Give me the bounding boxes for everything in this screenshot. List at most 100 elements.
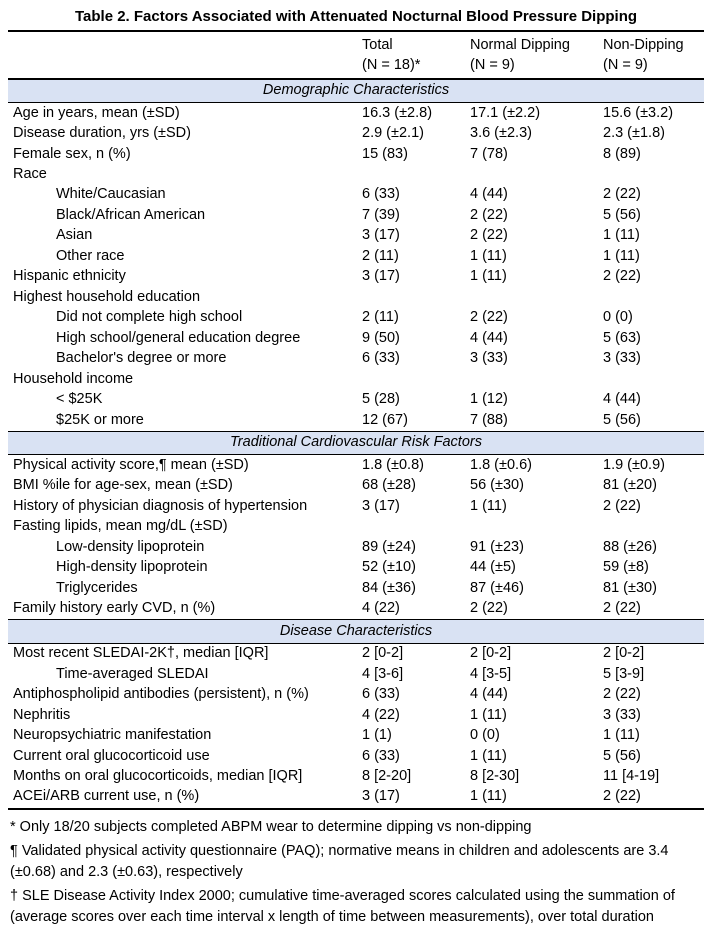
- cell-value: 6 (33): [362, 350, 400, 367]
- cell-value: 2 (22): [603, 268, 641, 285]
- cell-value: 2 (22): [470, 227, 508, 244]
- row-label: Family history early CVD, n (%): [13, 600, 216, 617]
- table-row: Other race 2 (11) 1 (11) 1 (11): [8, 246, 704, 266]
- row-label: High school/general education degree: [56, 329, 301, 346]
- table-header: Total (N = 18)* Normal Dipping (N = 9) N…: [8, 30, 704, 80]
- section-band-row: Disease Characteristics: [8, 619, 704, 644]
- cell-value: 3 (33): [470, 350, 508, 367]
- row-label: Bachelor's degree or more: [56, 350, 227, 367]
- table-row: White/Caucasian 6 (33) 4 (44) 2 (22): [8, 185, 704, 205]
- cell-value: 2 [0-2]: [470, 645, 512, 662]
- cell-value: 5 (28): [362, 391, 400, 408]
- cell-value: [362, 369, 470, 389]
- row-label: Hispanic ethnicity: [13, 268, 126, 285]
- cell-value: [603, 165, 704, 185]
- cell-value: 4 (44): [470, 186, 508, 203]
- cell-value: 3 (33): [603, 706, 641, 723]
- cell-value: 52 (±10): [362, 559, 416, 576]
- table-row: Bachelor's degree or more 6 (33) 3 (33) 3 (…: [8, 349, 704, 369]
- table-row: History of physician diagnosis of hypert…: [8, 496, 704, 516]
- row-label: Black/African American: [56, 206, 206, 223]
- row-label: Most recent SLEDAI-2K†, median [IQR]: [13, 645, 269, 662]
- cell-value: 56 (±30): [470, 477, 524, 494]
- cell-value: 6 (33): [362, 747, 400, 764]
- cell-value: 1.8 (±0.8): [362, 456, 424, 473]
- cell-value: 1 (12): [470, 391, 508, 408]
- cell-value: 3 (17): [362, 497, 400, 514]
- table-row: Triglycerides 84 (±36) 87 (±46) 81 (±30): [8, 578, 704, 598]
- cell-value: 5 (63): [603, 329, 641, 346]
- table-row: Physical activity score,¶ mean (±SD) 1.8 …: [8, 455, 704, 476]
- cell-value: 2 [0-2]: [603, 645, 645, 662]
- cell-value: 3 (17): [362, 268, 400, 285]
- cell-value: 5 (56): [603, 411, 641, 428]
- header-col-total-n: (N = 18)*: [362, 56, 421, 73]
- cell-value: 2.9 (±2.1): [362, 125, 424, 142]
- row-label: Antiphospholipid antibodies (persistent)…: [13, 686, 309, 703]
- table-row: Months on oral glucocorticoids, median […: [8, 767, 704, 787]
- cell-value: 3 (17): [362, 227, 400, 244]
- row-label: Triglycerides: [56, 579, 138, 596]
- cell-value: 7 (88): [470, 411, 508, 428]
- footnote-abpm: * Only 18/20 subjects completed ABPM wea…: [10, 818, 532, 835]
- cell-value: 1 (11): [470, 706, 507, 723]
- cell-value: 17.1 (±2.2): [470, 104, 541, 121]
- cell-value: [470, 369, 603, 389]
- row-label: Time-averaged SLEDAI: [56, 665, 209, 682]
- cell-value: [362, 517, 470, 537]
- table-row: Time-averaged SLEDAI 4 [3-6] 4 [3-5] 5 [3-9…: [8, 664, 704, 684]
- cell-value: [603, 517, 704, 537]
- cell-value: 7 (39): [362, 206, 400, 223]
- row-label: High-density lipoprotein: [56, 559, 208, 576]
- header-col-normal-dipping-n: (N = 9): [470, 56, 515, 73]
- cell-value: 2 (22): [603, 600, 641, 617]
- section-header: Demographic Characteristics: [8, 77, 704, 104]
- table-row: Disease duration, yrs (±SD) 2.9 (±2.1) 3.6…: [8, 124, 704, 144]
- section-header: Disease Characteristics: [8, 619, 704, 644]
- cell-value: 15.6 (±3.2): [603, 104, 674, 121]
- cell-value: [362, 165, 470, 185]
- row-label: Other race: [56, 247, 125, 264]
- row-label: Female sex, n (%): [13, 145, 131, 162]
- table-row: Black/African American 7 (39) 2 (22) 5 (56): [8, 206, 704, 226]
- row-label: Age in years, mean (±SD): [13, 104, 180, 121]
- cell-value: 7 (78): [470, 145, 508, 162]
- cell-value: 12 (67): [362, 411, 408, 428]
- row-label: Household income: [13, 370, 134, 387]
- table-row: High-density lipoprotein 52 (±10) 44 (±5) 5…: [8, 558, 704, 578]
- cell-value: 2 (11): [362, 309, 399, 326]
- cell-value: 16.3 (±2.8): [362, 104, 433, 121]
- header-col-non-dipping-label: Non-Dipping: [603, 36, 684, 53]
- row-label: Physical activity score,¶ mean (±SD): [13, 456, 249, 473]
- cell-value: 5 (56): [603, 206, 641, 223]
- cell-value: [603, 369, 704, 389]
- cell-value: 81 (±30): [603, 579, 657, 596]
- cell-value: 5 [3-9]: [603, 665, 645, 682]
- row-label: Highest household education: [13, 288, 201, 305]
- cell-value: 0 (0): [603, 309, 633, 326]
- cell-value: 88 (±26): [603, 538, 657, 555]
- cell-value: 5 (56): [603, 747, 641, 764]
- cell-value: 2 (22): [603, 788, 641, 805]
- section-header: Traditional Cardiovascular Risk Factors: [8, 430, 704, 456]
- table-row: < $25K 5 (28) 1 (12) 4 (44): [8, 390, 704, 410]
- cell-value: 2 (22): [603, 497, 641, 514]
- cell-value: 4 (22): [362, 706, 400, 723]
- cell-value: 3.6 (±2.3): [470, 125, 532, 142]
- table-row: Hispanic ethnicity 3 (17) 1 (11) 2 (22): [8, 267, 704, 287]
- footnote-sledai: † SLE Disease Activity Index 2000; cumul…: [10, 888, 675, 925]
- table-row: Most recent SLEDAI-2K†, median [IQR] 2 [0…: [8, 643, 704, 664]
- cell-value: 2 (22): [603, 686, 641, 703]
- table-row: Household income: [8, 369, 704, 389]
- cell-value: 2 (11): [362, 247, 399, 264]
- cell-value: 3 (17): [362, 788, 400, 805]
- row-label: ACEi/ARB current use, n (%): [13, 788, 200, 805]
- cell-value: 2 [0-2]: [362, 645, 404, 662]
- header-row: Total (N = 18)* Normal Dipping (N = 9) N…: [8, 30, 704, 80]
- factors-table: Total (N = 18)* Normal Dipping (N = 9) N…: [8, 29, 704, 810]
- header-col-normal-dipping: Normal Dipping (N = 9): [470, 30, 603, 80]
- cell-value: 1 (11): [603, 247, 640, 264]
- header-col-non-dipping-n: (N = 9): [603, 56, 648, 73]
- cell-value: 4 (44): [470, 686, 508, 703]
